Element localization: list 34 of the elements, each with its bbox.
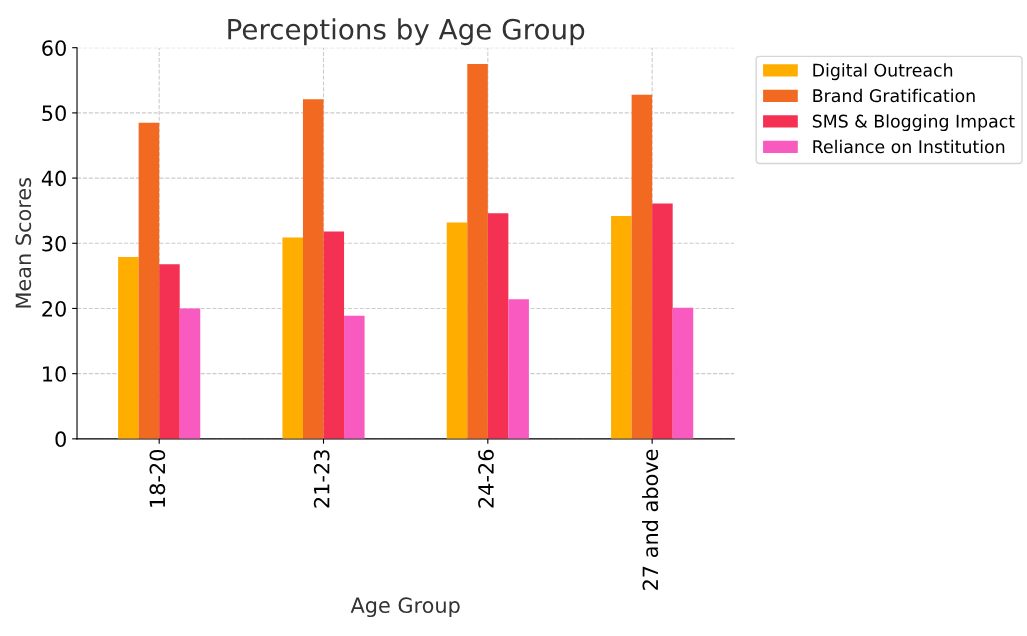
y-tick-label: 60 [42,40,66,56]
legend-label: Brand Gratification [813,88,975,103]
bar [344,315,365,439]
bar [631,94,653,439]
bar [446,222,468,439]
bar [323,231,345,439]
bar [672,307,694,439]
x-tick-label: 18-20 [149,449,166,507]
bar [138,122,160,439]
y-tick-label: 20 [42,300,66,317]
bar [611,215,632,439]
y-tick-label: 10 [43,366,66,382]
x-tick-label: 24-26 [478,449,494,508]
x-tick-label: 21-23 [313,450,330,508]
bar [118,256,139,439]
legend-label: Digital Outreach [813,63,953,81]
y-tick-label: 50 [42,105,66,122]
bar [282,237,303,439]
bar [652,203,673,439]
x-tick-label: 27 and above [642,449,659,590]
legend-label: SMS & Blogging Impact [812,114,1015,132]
bar [487,213,509,439]
y-axis-title: Mean Scores [15,178,32,308]
bar [508,299,529,439]
y-tick-label: 0 [55,431,66,448]
bar [467,64,488,439]
y-tick-label: 30 [42,235,66,252]
legend-label: Reliance on Institution [813,139,1005,154]
chart-title: Perceptions by Age Group [228,18,585,46]
bar [159,264,180,439]
bar [302,99,324,439]
bar [179,308,201,439]
x-axis-title: Age Group [350,597,460,618]
y-tick-label: 40 [41,170,66,187]
